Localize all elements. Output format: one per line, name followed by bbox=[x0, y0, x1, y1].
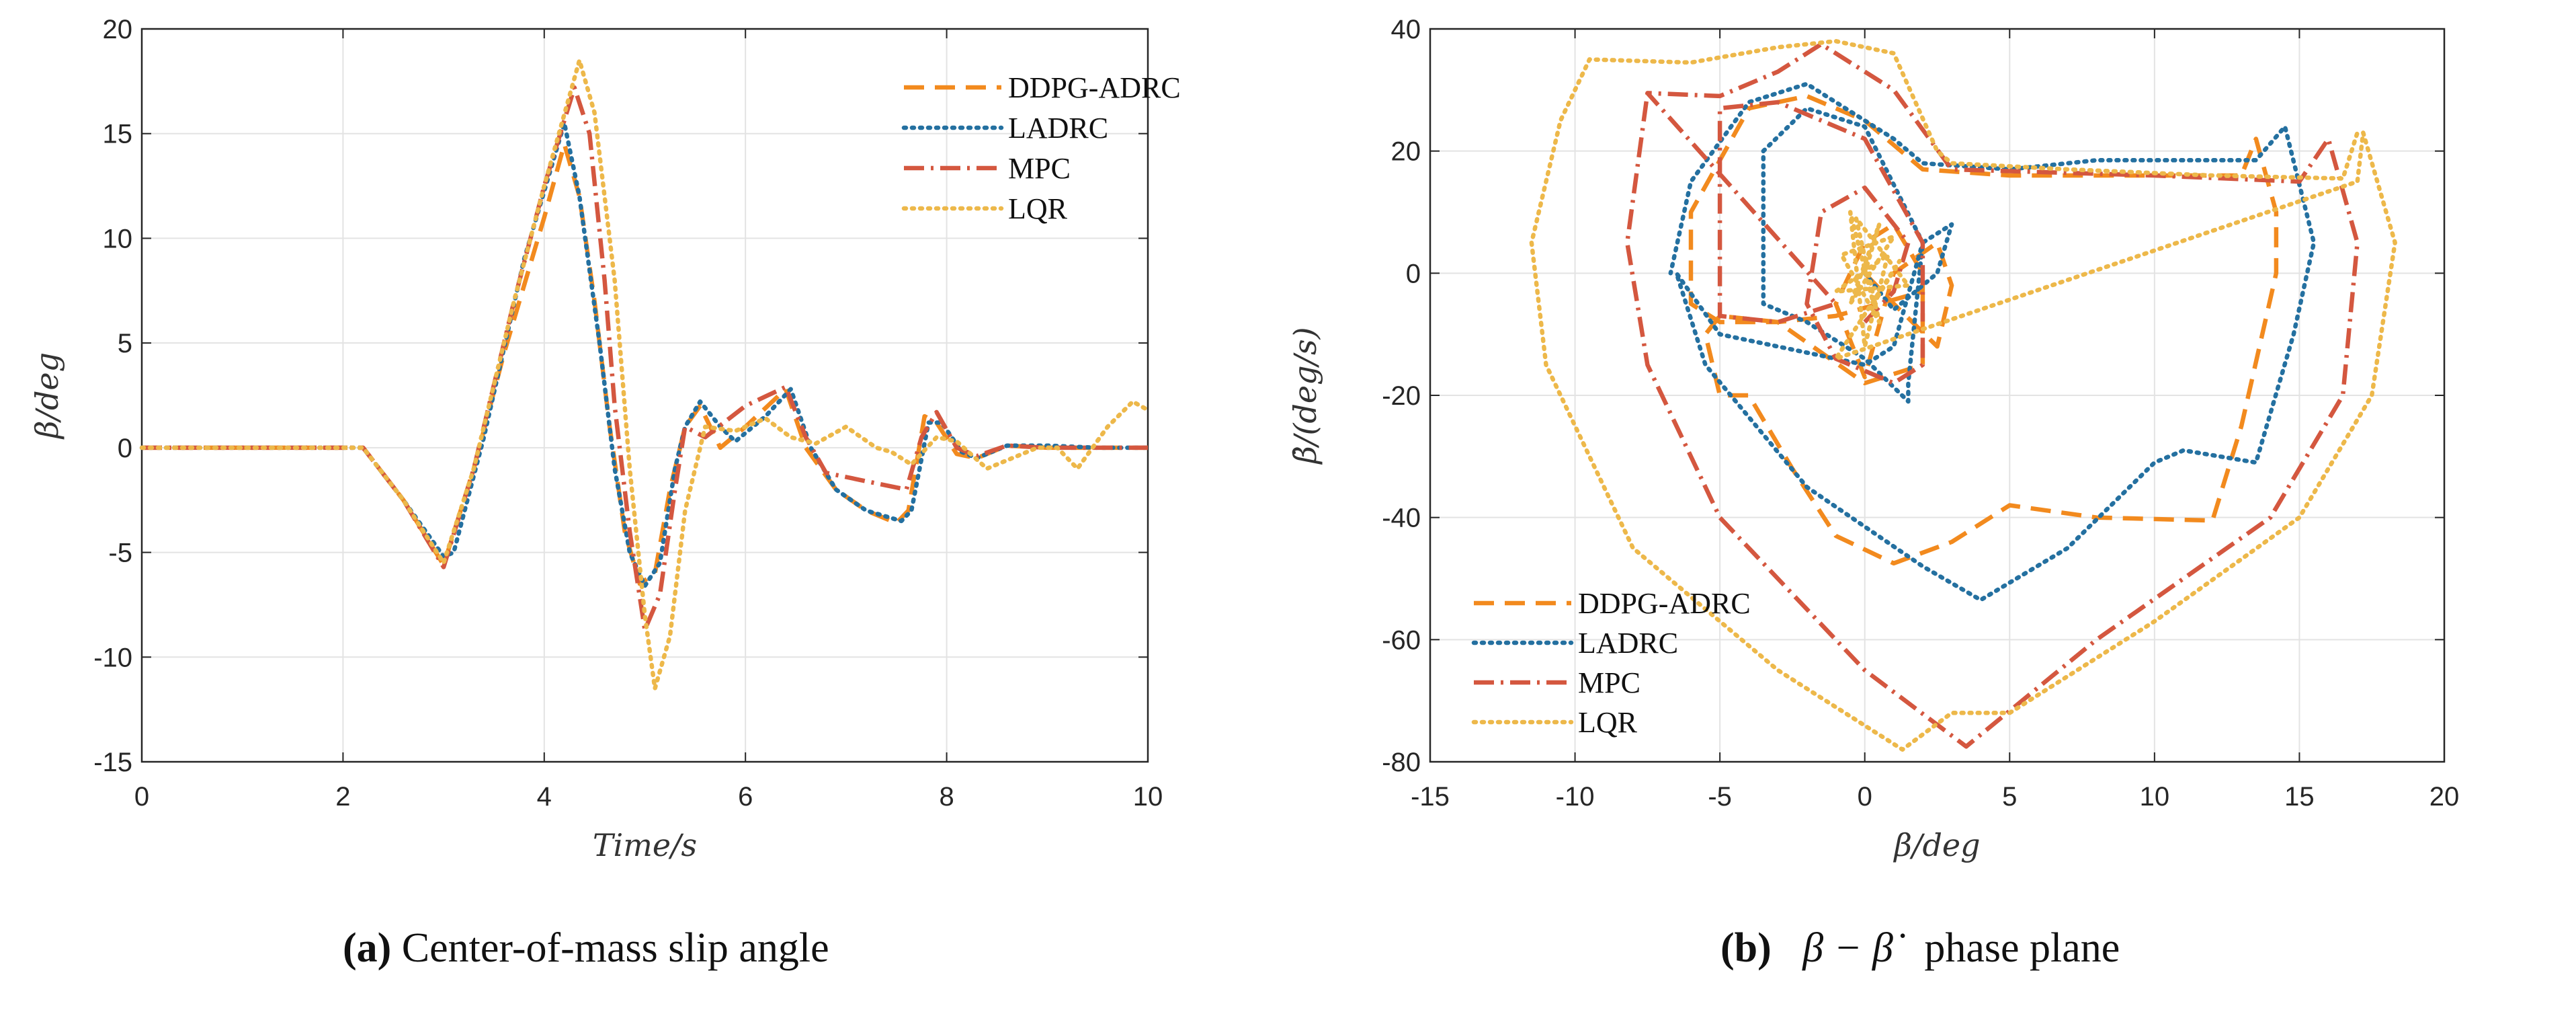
series-line-mpc bbox=[1624, 42, 2360, 749]
y-tick-label: 15 bbox=[103, 120, 133, 149]
x-tick-label: 8 bbox=[939, 782, 954, 812]
x-tick-label: 6 bbox=[738, 782, 753, 812]
x-tick-label: 0 bbox=[1858, 782, 1872, 812]
legend-label: LADRC bbox=[1578, 627, 1678, 660]
y-tick-label: -40 bbox=[1382, 504, 1421, 533]
x-tick-label: 2 bbox=[335, 782, 350, 812]
x-axis-label: Time/s bbox=[593, 827, 697, 863]
series-line-lqr bbox=[1529, 38, 2397, 752]
x-tick-label: 5 bbox=[2002, 782, 2017, 812]
legend-label: MPC bbox=[1578, 666, 1640, 699]
chart-0: 0 2 4 6 8 10 -15 -10 -5 0 5 10 15 20 DDPG-ADRC LADRC MPC… bbox=[29, 15, 1181, 863]
legend-label: MPC bbox=[1008, 152, 1071, 185]
caption-a: (a) Center-of-mass slip angle bbox=[343, 925, 829, 972]
x-tick-label: 10 bbox=[1133, 782, 1163, 812]
plot-area bbox=[142, 29, 1148, 762]
series-line-ladrc bbox=[1668, 81, 2317, 602]
y-tick-label: -60 bbox=[1382, 625, 1421, 655]
y-tick-label: 0 bbox=[118, 434, 132, 463]
caption-b-label: (b) bbox=[1720, 925, 1772, 971]
caption-b-text: phase plane bbox=[1924, 925, 2120, 971]
y-tick-label: 10 bbox=[103, 224, 133, 253]
y-axis-label: β̇/(deg/s) bbox=[1287, 327, 1323, 465]
axes-box bbox=[1429, 28, 2446, 763]
y-axis-label: β/deg bbox=[29, 352, 65, 440]
y-tick-label: -5 bbox=[108, 539, 132, 568]
x-tick-label: -5 bbox=[1708, 782, 1732, 812]
x-tick-label: 0 bbox=[134, 782, 149, 812]
caption-a-text: Center-of-mass slip angle bbox=[401, 925, 829, 971]
x-tick-label: 4 bbox=[537, 782, 552, 812]
caption-b: (b) β − β̇ phase plane bbox=[1720, 925, 2120, 972]
axes-box bbox=[140, 28, 1149, 763]
legend-label: LQR bbox=[1008, 192, 1068, 225]
y-tick-label: 40 bbox=[1391, 15, 1421, 44]
series-line-ladrc bbox=[139, 120, 1151, 588]
y-tick-label: 20 bbox=[1391, 137, 1421, 167]
y-tick-label: 20 bbox=[103, 15, 133, 44]
y-tick-label: -80 bbox=[1382, 748, 1421, 777]
legend-label: DDPG-ADRC bbox=[1578, 587, 1751, 620]
series-line-mpc bbox=[142, 85, 1148, 633]
y-tick-label: -20 bbox=[1382, 381, 1421, 411]
chart-1: -15 -10 -5 0 5 10 15 20 -80 -60 -40 -20 0 20 40 DDPG-AD… bbox=[1287, 15, 2459, 863]
y-tick-label: -10 bbox=[93, 643, 132, 672]
caption-b-math: β − β̇ bbox=[1802, 925, 1893, 971]
x-tick-label: 10 bbox=[2140, 782, 2170, 812]
x-tick-label: 15 bbox=[2284, 782, 2315, 812]
x-tick-label: 20 bbox=[2429, 782, 2460, 812]
x-axis-label: β/deg bbox=[1893, 827, 1980, 863]
legend-label: LADRC bbox=[1008, 112, 1108, 145]
series-line-lqr bbox=[139, 58, 1151, 691]
series-line-ddpg-adrc bbox=[1688, 93, 2279, 566]
legend-label: DDPG-ADRC bbox=[1008, 71, 1181, 104]
legend-label: LQR bbox=[1578, 706, 1638, 739]
y-tick-label: 5 bbox=[118, 329, 132, 358]
x-tick-label: -15 bbox=[1411, 782, 1450, 812]
caption-a-label: (a) bbox=[343, 925, 392, 971]
x-tick-label: -10 bbox=[1556, 782, 1595, 812]
y-tick-label: -15 bbox=[93, 748, 132, 777]
y-tick-label: 0 bbox=[1406, 259, 1421, 288]
